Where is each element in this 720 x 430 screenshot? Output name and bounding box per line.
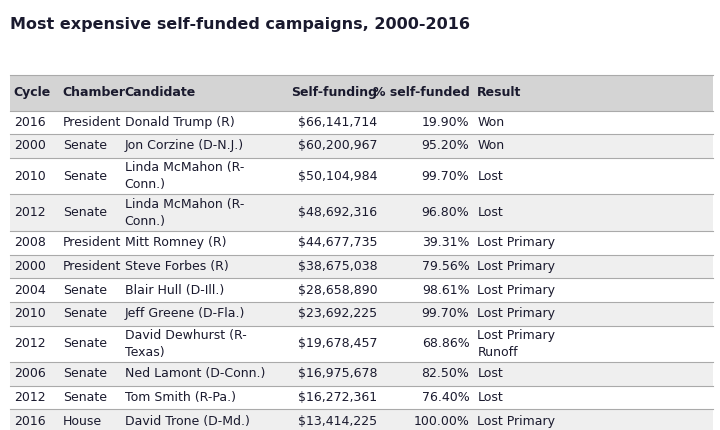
Text: Lost: Lost bbox=[477, 169, 503, 183]
Text: 2016: 2016 bbox=[14, 415, 45, 428]
Text: Senate: Senate bbox=[63, 169, 107, 183]
Text: Senate: Senate bbox=[63, 139, 107, 153]
Text: Lost Primary: Lost Primary bbox=[477, 283, 555, 297]
Text: Senate: Senate bbox=[63, 337, 107, 350]
Text: Lost Primary
Runoff: Lost Primary Runoff bbox=[477, 329, 555, 359]
Text: $13,414,225: $13,414,225 bbox=[298, 415, 377, 428]
Text: Steve Forbes (R): Steve Forbes (R) bbox=[125, 260, 228, 273]
Text: Senate: Senate bbox=[63, 367, 107, 381]
Text: David Trone (D-Md.): David Trone (D-Md.) bbox=[125, 415, 249, 428]
Text: Result: Result bbox=[477, 86, 522, 99]
Text: Blair Hull (D-Ill.): Blair Hull (D-Ill.) bbox=[125, 283, 224, 297]
Text: 82.50%: 82.50% bbox=[422, 367, 469, 381]
Text: Senate: Senate bbox=[63, 391, 107, 404]
Text: David Dewhurst (R-
Texas): David Dewhurst (R- Texas) bbox=[125, 329, 246, 359]
Text: Lost Primary: Lost Primary bbox=[477, 236, 555, 249]
Text: 95.20%: 95.20% bbox=[422, 139, 469, 153]
Text: President: President bbox=[63, 260, 121, 273]
Text: Senate: Senate bbox=[63, 206, 107, 219]
Text: Senate: Senate bbox=[63, 307, 107, 320]
Text: 2012: 2012 bbox=[14, 337, 45, 350]
Text: 99.70%: 99.70% bbox=[422, 307, 469, 320]
Text: $50,104,984: $50,104,984 bbox=[298, 169, 377, 183]
Text: Linda McMahon (R-
Conn.): Linda McMahon (R- Conn.) bbox=[125, 198, 244, 227]
Text: 99.70%: 99.70% bbox=[422, 169, 469, 183]
Text: $16,975,678: $16,975,678 bbox=[298, 367, 377, 381]
Text: Ned Lamont (D-Conn.): Ned Lamont (D-Conn.) bbox=[125, 367, 265, 381]
Text: President: President bbox=[63, 116, 121, 129]
Text: 19.90%: 19.90% bbox=[422, 116, 469, 129]
Text: $28,658,890: $28,658,890 bbox=[297, 283, 377, 297]
Text: Mitt Romney (R): Mitt Romney (R) bbox=[125, 236, 226, 249]
Text: 68.86%: 68.86% bbox=[422, 337, 469, 350]
Text: Tom Smith (R-Pa.): Tom Smith (R-Pa.) bbox=[125, 391, 235, 404]
Text: President: President bbox=[63, 236, 121, 249]
Text: 2010: 2010 bbox=[14, 307, 45, 320]
Text: Lost Primary: Lost Primary bbox=[477, 307, 555, 320]
Text: Lost Primary: Lost Primary bbox=[477, 260, 555, 273]
Text: 79.56%: 79.56% bbox=[422, 260, 469, 273]
Text: $16,272,361: $16,272,361 bbox=[298, 391, 377, 404]
Text: Won: Won bbox=[477, 116, 505, 129]
Text: 2010: 2010 bbox=[14, 169, 45, 183]
Text: 98.61%: 98.61% bbox=[422, 283, 469, 297]
Text: $44,677,735: $44,677,735 bbox=[298, 236, 377, 249]
Text: Lost: Lost bbox=[477, 367, 503, 381]
Text: 100.00%: 100.00% bbox=[413, 415, 469, 428]
Text: 2012: 2012 bbox=[14, 206, 45, 219]
Text: Most expensive self-funded campaigns, 2000-2016: Most expensive self-funded campaigns, 20… bbox=[10, 17, 470, 32]
Text: Donald Trump (R): Donald Trump (R) bbox=[125, 116, 234, 129]
Text: 39.31%: 39.31% bbox=[422, 236, 469, 249]
Text: Lost Primary: Lost Primary bbox=[477, 415, 555, 428]
Text: % self-funded: % self-funded bbox=[373, 86, 469, 99]
Text: $19,678,457: $19,678,457 bbox=[298, 337, 377, 350]
Text: 2004: 2004 bbox=[14, 283, 45, 297]
Text: Lost: Lost bbox=[477, 391, 503, 404]
Text: Won: Won bbox=[477, 139, 505, 153]
Text: 2008: 2008 bbox=[14, 236, 45, 249]
Text: Senate: Senate bbox=[63, 283, 107, 297]
Text: $38,675,038: $38,675,038 bbox=[297, 260, 377, 273]
Text: $60,200,967: $60,200,967 bbox=[298, 139, 377, 153]
Text: Self-funding: Self-funding bbox=[292, 86, 377, 99]
Text: 2012: 2012 bbox=[14, 391, 45, 404]
Text: Lost: Lost bbox=[477, 206, 503, 219]
Text: Chamber: Chamber bbox=[63, 86, 126, 99]
Text: 2006: 2006 bbox=[14, 367, 45, 381]
Text: $66,141,714: $66,141,714 bbox=[298, 116, 377, 129]
Text: Candidate: Candidate bbox=[125, 86, 196, 99]
Text: Jeff Greene (D-Fla.): Jeff Greene (D-Fla.) bbox=[125, 307, 245, 320]
Text: $48,692,316: $48,692,316 bbox=[298, 206, 377, 219]
Text: House: House bbox=[63, 415, 102, 428]
Text: Linda McMahon (R-
Conn.): Linda McMahon (R- Conn.) bbox=[125, 161, 244, 191]
Text: 96.80%: 96.80% bbox=[422, 206, 469, 219]
Text: 2016: 2016 bbox=[14, 116, 45, 129]
Text: 76.40%: 76.40% bbox=[422, 391, 469, 404]
Text: $23,692,225: $23,692,225 bbox=[298, 307, 377, 320]
Text: Jon Corzine (D-N.J.): Jon Corzine (D-N.J.) bbox=[125, 139, 243, 153]
Text: 2000: 2000 bbox=[14, 260, 45, 273]
Text: Cycle: Cycle bbox=[14, 86, 51, 99]
Text: 2000: 2000 bbox=[14, 139, 45, 153]
